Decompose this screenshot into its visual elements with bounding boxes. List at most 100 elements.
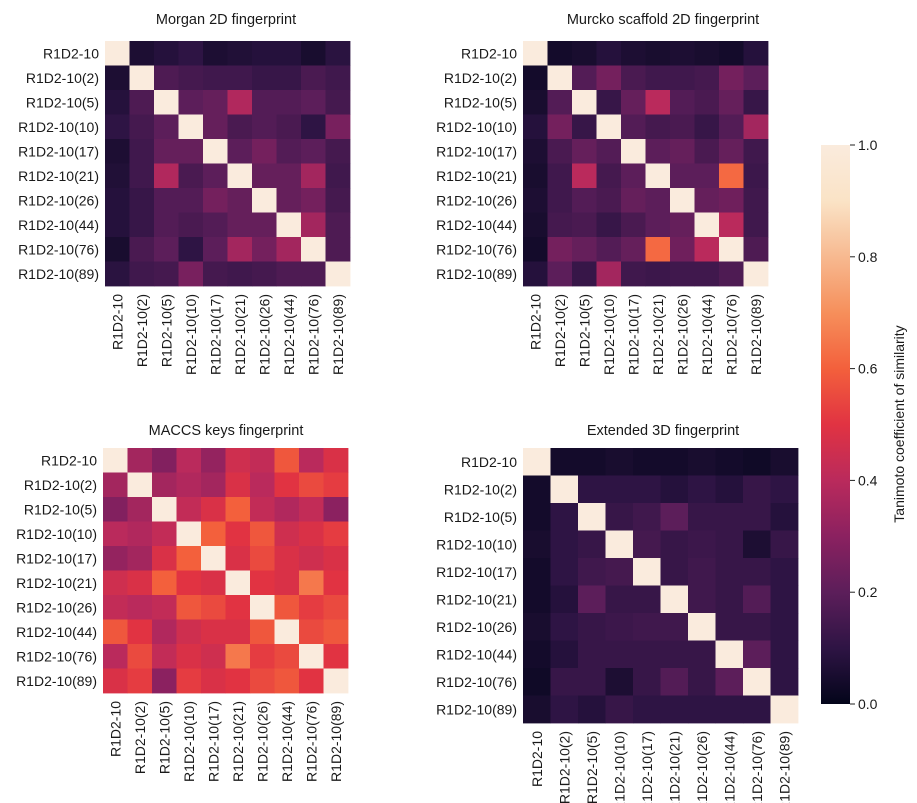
heatmap-cell [715,668,744,696]
heatmap-cell [743,41,769,66]
heatmap-cell [154,139,179,164]
heatmap-cell [523,475,551,504]
heatmap-cell [201,546,226,571]
x-tick-label: R1D2-10(89) [748,294,764,375]
heatmap-cell [325,65,351,91]
heatmap-cell [523,188,548,213]
heatmap-cell [633,448,661,476]
y-tick-label: R1D2-10(17) [436,564,517,580]
heatmap-cell [578,448,606,476]
heatmap-cell [201,619,226,645]
heatmap-cell [227,114,253,140]
heatmap-cell [276,212,302,238]
heatmap-cell [152,448,177,473]
heatmap-cell [596,261,622,287]
heatmap-cell [203,114,228,140]
y-tick-label: R1D2-10(76) [16,648,97,664]
panel-title: Extended 3D fingerprint [587,423,739,439]
heatmap-cell [550,558,579,586]
y-tick-label: R1D2-10(17) [18,143,99,159]
colorbar: 0.0 0.2 0.4 0.6 0.8 1.0 Tanimoto coefficient … [821,137,907,712]
heatmap-cell [578,558,606,586]
heatmap-cell [105,139,130,164]
heatmap-cell [578,503,606,531]
heatmap-cell [299,644,324,669]
heatmap-cell [572,114,597,140]
heatmap-cell [250,668,275,694]
heatmap-cell [178,212,204,238]
heatmap-cell [325,163,351,189]
heatmap-cell [660,448,689,476]
heatmap-cell [225,448,251,473]
heatmap-cell [550,613,579,641]
heatmap-cell [660,613,689,641]
heatmap-cell [274,521,300,547]
heatmap-cell [301,114,326,140]
heatmap-cell [178,261,204,287]
colorbar-tick-label: 0.0 [858,696,878,712]
heatmap-cell [274,570,300,596]
heatmap-cell [743,695,771,724]
heatmap-cell [645,139,671,164]
heatmap-cell [694,163,720,189]
y-tick-label: R1D2-10(26) [18,192,99,208]
heatmap-cell [719,114,744,140]
heatmap-cell [252,139,277,164]
heatmap-cell [301,65,326,91]
heatmap-panel-maccs: MACCS keys fingerprint R1D2-10 R1D2-10(2)… [16,423,349,782]
heatmap-cell [715,475,744,504]
heatmap-cell [743,585,771,614]
heatmap-cell [127,472,153,498]
heatmap-cell [605,695,634,724]
x-tick-label: R1D2-10(21) [666,731,682,803]
heatmap-cell [605,668,634,696]
heatmap-cell [178,139,204,164]
heatmap-cell [523,585,551,614]
heatmap-cell [129,237,155,262]
heatmap-cell [770,668,799,696]
heatmap-cell [274,668,300,694]
y-tick-labels: R1D2-10 R1D2-10(2) R1D2-10(5) R1D2-10(10) R1… [436,454,517,718]
heatmap-cell [152,619,177,645]
y-tick-label: R1D2-10(89) [436,266,517,282]
colorbar-tick-label: 0.2 [858,584,878,600]
heatmap-cell [276,65,302,91]
heatmap-cells [523,41,769,287]
heatmap-cell [299,448,324,473]
heatmap-cell [645,237,671,262]
heatmap-cell [201,595,226,620]
heatmap-cell [225,570,251,596]
y-tick-label: R1D2-10(89) [16,673,97,689]
heatmap-cell [572,41,597,66]
heatmap-cell [105,65,130,91]
x-tick-label: R1D2-10(76) [303,701,319,782]
heatmap-cell [323,546,349,571]
colorbar-label: Tanimoto coefficient of similarity [891,325,907,522]
heatmap-cell [252,65,277,91]
heatmap-cell [276,41,302,66]
heatmap-cell [225,497,251,522]
heatmap-cell [547,163,573,189]
heatmap-cell [129,114,155,140]
heatmap-cell [572,212,597,238]
heatmap-cell [250,619,275,645]
heatmap-cell [152,595,177,620]
y-tick-label: R1D2-10(17) [16,550,97,566]
y-tick-label: R1D2-10(21) [436,168,517,184]
heatmap-cell [103,521,128,547]
heatmap-cell [547,41,573,66]
heatmap-cell [743,530,771,559]
heatmap-cell [670,163,695,189]
heatmap-cell [252,237,277,262]
heatmap-cell [299,472,324,498]
heatmap-cell [621,261,646,287]
heatmap-cell [743,139,769,164]
heatmap-cell [715,585,744,614]
heatmap-cell [201,644,226,669]
heatmap-cell [547,139,573,164]
heatmap-cell [154,261,179,287]
y-tick-label: R1D2-10(26) [16,599,97,615]
heatmap-cell [523,41,548,66]
heatmap-cell [176,472,202,498]
